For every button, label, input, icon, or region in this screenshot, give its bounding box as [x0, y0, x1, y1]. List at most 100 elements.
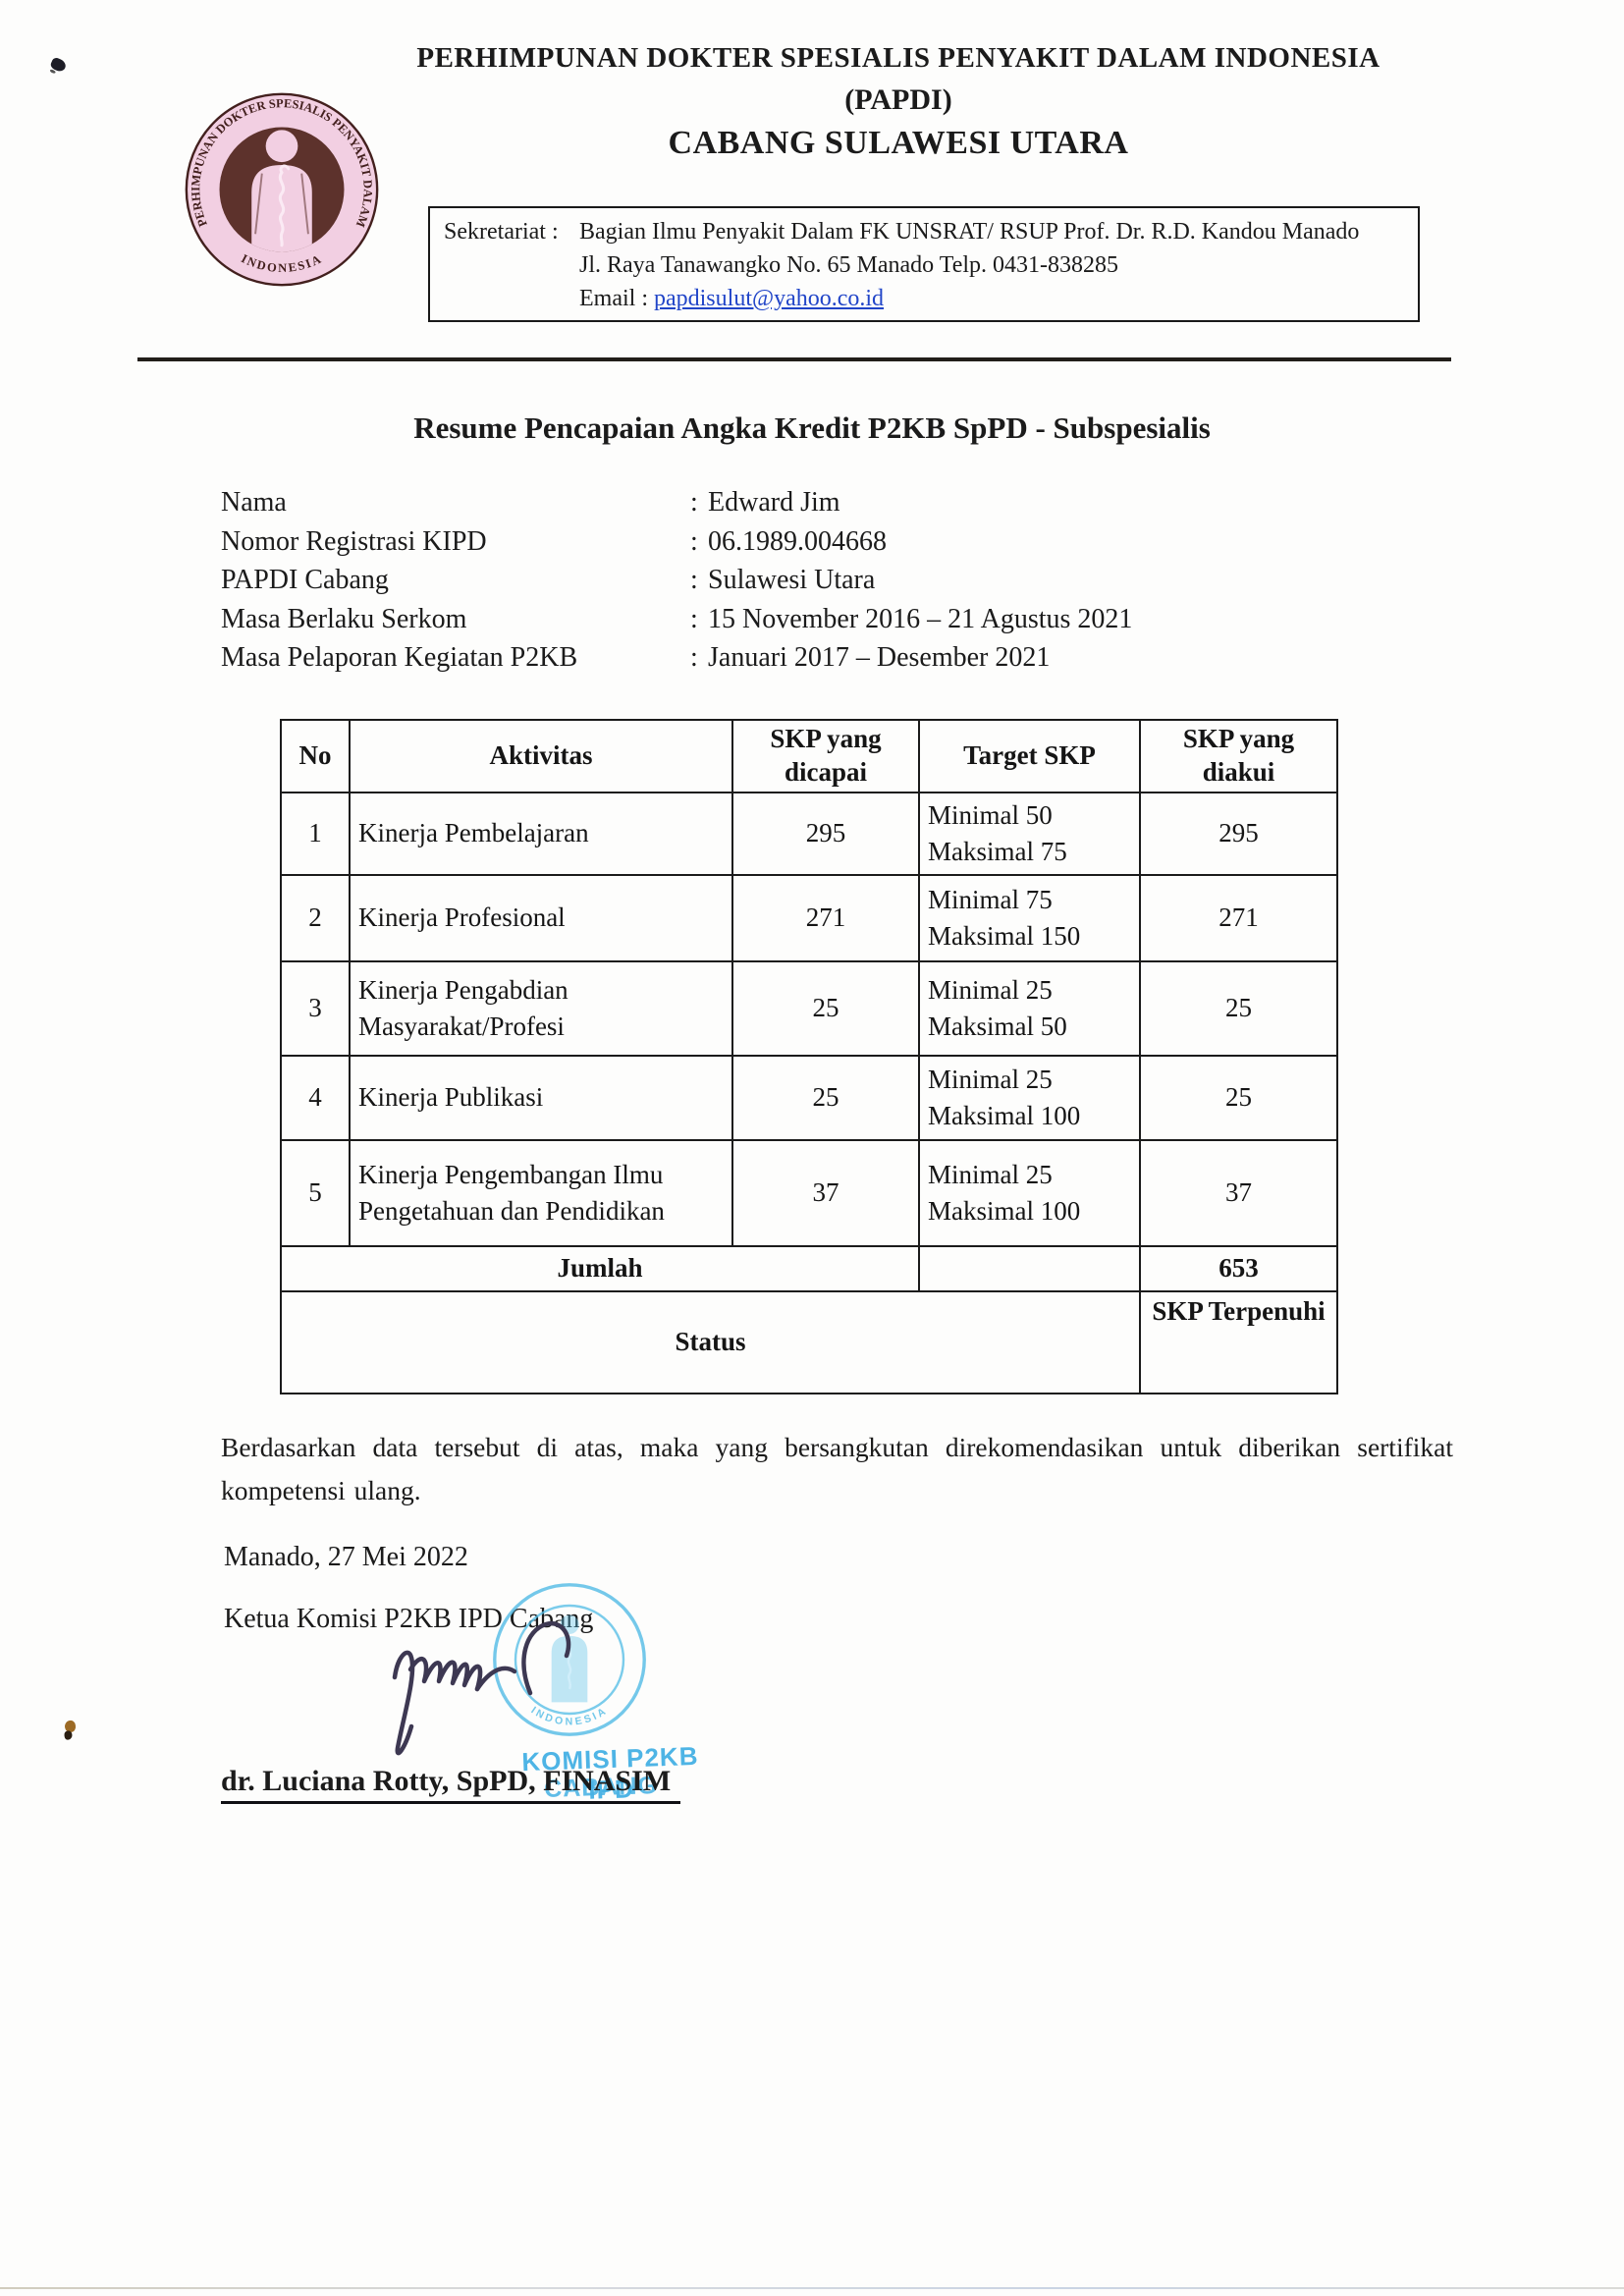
- cell-status-value: SKP Terpenuhi: [1139, 1289, 1338, 1394]
- column-header-skp-diakui: SKP yang diakui: [1139, 719, 1338, 793]
- cell-target-skp: Minimal 50 Maksimal 75: [918, 791, 1141, 876]
- cell-skp-diakui: 25: [1139, 1054, 1338, 1141]
- signer-name: dr. Luciana Rotty, SpPD, FINASIM: [221, 1765, 681, 1804]
- secretariat-address-line1: Bagian Ilmu Penyakit Dalam FK UNSRAT/ RS…: [579, 219, 1360, 245]
- recommendation-paragraph: Berdasarkan data tersebut di atas, maka …: [221, 1432, 1453, 1505]
- cell-aktivitas: Kinerja Pengembangan Ilmu Pengetahuan da…: [349, 1138, 733, 1247]
- target-max: Maksimal 150: [928, 920, 1081, 951]
- target-max: Maksimal 100: [928, 1100, 1081, 1130]
- cell-target-skp: Minimal 75 Maksimal 150: [918, 873, 1141, 962]
- detail-value: Januari 2017 – Desember 2021: [708, 642, 1051, 673]
- cell-target-skp: Minimal 25 Maksimal 100: [918, 1054, 1141, 1141]
- target-max: Maksimal 75: [928, 836, 1067, 866]
- detail-label: Nomor Registrasi KIPD: [221, 525, 487, 557]
- ink-speck-artifact: [49, 56, 68, 74]
- detail-row-masa-berlaku: Masa Berlaku Serkom:15 November 2016 – 2…: [221, 600, 1132, 639]
- cell-skp-dicapai: 271: [731, 873, 920, 962]
- email-label: Email :: [579, 286, 654, 311]
- secretariat-label: Sekretariat :: [444, 219, 559, 245]
- detail-row-nomor-registrasi: Nomor Registrasi KIPD:06.1989.004668: [221, 522, 1132, 562]
- target-max: Maksimal 100: [928, 1195, 1081, 1226]
- cell-no: 5: [280, 1138, 351, 1247]
- detail-separator: :: [690, 487, 698, 518]
- detail-label: Masa Berlaku Serkom: [221, 603, 467, 634]
- email-link[interactable]: papdisulut@yahoo.co.id: [653, 286, 885, 311]
- target-min: Minimal 25: [928, 1160, 1053, 1190]
- secretariat-content: Bagian Ilmu Penyakit Dalam FK UNSRAT/ RS…: [579, 215, 1408, 320]
- cell-aktivitas: Kinerja Profesional: [349, 873, 733, 962]
- org-name: PERHIMPUNAN DOKTER SPESIALIS PENYAKIT DA…: [416, 42, 1380, 74]
- column-header-skp-dicapai: SKP yang dicapai: [731, 719, 920, 793]
- cell-aktivitas: Kinerja Pengabdian Masyarakat/Profesi: [349, 959, 733, 1057]
- cell-skp-diakui: 295: [1139, 791, 1338, 876]
- papdi-logo: PERHIMPUNAN DOKTER SPESIALIS PENYAKIT DA…: [185, 92, 379, 287]
- org-abbreviation: (PAPDI): [844, 83, 952, 117]
- cell-jumlah-value: 653: [1139, 1244, 1338, 1292]
- cell-skp-diakui: 271: [1139, 873, 1338, 962]
- aesculap-snake-icon: [278, 171, 286, 247]
- detail-row-papdi-cabang: PAPDI Cabang: Sulawesi Utara: [221, 561, 1132, 600]
- cell-jumlah-label: Jumlah: [280, 1244, 920, 1292]
- cell-no: 1: [280, 791, 351, 876]
- target-min: Minimal 25: [928, 1065, 1053, 1095]
- aktivitas-text: Kinerja Pengembangan Ilmu Pengetahuan da…: [358, 1160, 665, 1226]
- detail-value: Sulawesi Utara: [708, 565, 876, 595]
- target-min: Minimal 50: [928, 800, 1053, 831]
- cell-status-label: Status: [280, 1289, 1141, 1394]
- target-min: Minimal 25: [928, 975, 1053, 1006]
- secretariat-address-line2: Jl. Raya Tanawangko No. 65 Manado Telp. …: [579, 252, 1118, 278]
- table-total-row: Jumlah 653: [280, 1244, 1338, 1292]
- cell-skp-dicapai: 37: [731, 1138, 920, 1247]
- column-header-no: No: [280, 719, 351, 793]
- target-max: Maksimal 50: [928, 1011, 1067, 1041]
- header-divider: [137, 357, 1451, 361]
- skp-summary-table: No Aktivitas SKP yang dicapai Target SKP…: [280, 719, 1338, 1394]
- column-header-aktivitas: Aktivitas: [349, 719, 733, 793]
- cell-skp-dicapai: 295: [731, 791, 920, 876]
- cell-skp-dicapai: 25: [731, 1054, 920, 1141]
- secretariat-email-line: Email : papdisulut@yahoo.co.id: [579, 282, 1408, 315]
- table-row: 3 Kinerja Pengabdian Masyarakat/Profesi …: [280, 959, 1338, 1057]
- detail-row-masa-pelaporan: Masa Pelaporan Kegiatan P2KB: Januari 201…: [221, 638, 1132, 678]
- cell-skp-diakui: 37: [1139, 1138, 1338, 1247]
- cell-no: 2: [280, 873, 351, 962]
- signer-role: Ketua Komisi P2KB IPD Cabang: [224, 1604, 594, 1634]
- detail-row-nama: Nama: Edward Jim: [221, 483, 1132, 522]
- scan-edge-artifact: [0, 2287, 1624, 2289]
- cell-aktivitas: Kinerja Publikasi: [349, 1054, 733, 1141]
- member-details: Nama: Edward Jim Nomor Registrasi KIPD:06…: [221, 483, 1132, 678]
- cell-target-skp: Minimal 25 Maksimal 100: [918, 1138, 1141, 1247]
- table-header-row: No Aktivitas SKP yang dicapai Target SKP…: [280, 719, 1338, 793]
- column-header-target-skp: Target SKP: [918, 719, 1141, 793]
- cell-no: 4: [280, 1054, 351, 1141]
- detail-separator: :: [690, 525, 698, 557]
- detail-label: Masa Pelaporan Kegiatan P2KB: [221, 642, 578, 673]
- ink-speck-artifact: [64, 1720, 77, 1733]
- document-title: Resume Pencapaian Angka Kredit P2KB SpPD…: [413, 410, 1211, 445]
- letterhead: PERHIMPUNAN DOKTER SPESIALIS PENYAKIT DA…: [363, 39, 1434, 166]
- place-date: Manado, 27 Mei 2022: [224, 1542, 468, 1572]
- handwritten-signature: [392, 1620, 571, 1756]
- detail-value: 06.1989.004668: [708, 525, 887, 557]
- org-branch: CABANG SULAWESI UTARA: [668, 124, 1129, 161]
- cell-skp-diakui: 25: [1139, 959, 1338, 1057]
- detail-value: Edward Jim: [708, 487, 840, 518]
- detail-separator: :: [690, 603, 698, 634]
- detail-label: PAPDI Cabang: [221, 565, 389, 595]
- detail-label: Nama: [221, 487, 287, 518]
- secretariat-box: Sekretariat : Bagian Ilmu Penyakit Dalam…: [428, 206, 1420, 322]
- detail-separator: :: [690, 642, 698, 673]
- cell-target-skp: Minimal 25 Maksimal 50: [918, 959, 1141, 1057]
- detail-value: 15 November 2016 – 21 Agustus 2021: [708, 603, 1133, 634]
- detail-separator: :: [690, 565, 698, 595]
- cell-skp-dicapai: 25: [731, 959, 920, 1057]
- table-row: 1 Kinerja Pembelajaran 295 Minimal 50 Ma…: [280, 791, 1338, 876]
- cell-aktivitas: Kinerja Pembelajaran: [349, 791, 733, 876]
- target-min: Minimal 75: [928, 885, 1053, 915]
- table-status-row: Status SKP Terpenuhi: [280, 1289, 1338, 1394]
- table-row: 4 Kinerja Publikasi 25 Minimal 25 Maksim…: [280, 1054, 1338, 1141]
- cell-no: 3: [280, 959, 351, 1057]
- organization-stamp: INDONESIA: [493, 1583, 646, 1736]
- table-row: 2 Kinerja Profesional 271 Minimal 75 Mak…: [280, 873, 1338, 962]
